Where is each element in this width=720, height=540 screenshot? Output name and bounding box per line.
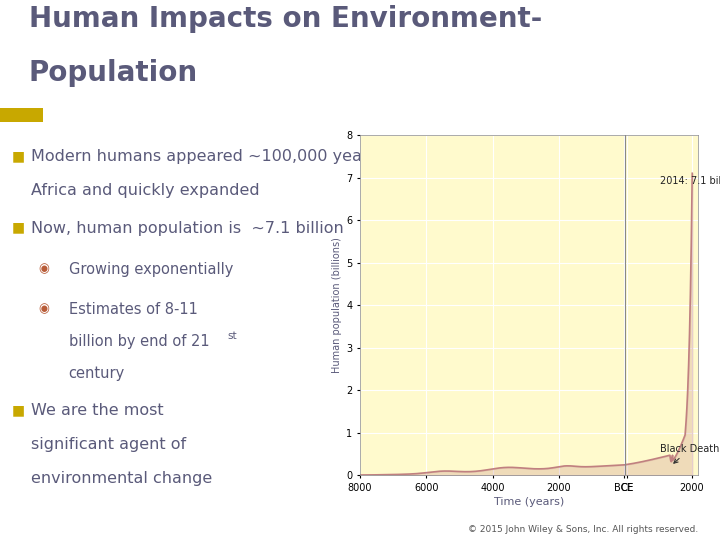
Text: Africa and quickly expanded: Africa and quickly expanded — [30, 183, 259, 198]
Text: Black Death: Black Death — [660, 444, 719, 463]
Text: environmental change: environmental change — [30, 471, 212, 486]
Text: ■: ■ — [12, 221, 24, 235]
Text: ◉: ◉ — [38, 262, 49, 275]
Text: © 2015 John Wiley & Sons, Inc. All rights reserved.: © 2015 John Wiley & Sons, Inc. All right… — [468, 524, 698, 534]
Text: Population: Population — [29, 59, 198, 87]
Bar — [0, 108, 43, 122]
Text: ◉: ◉ — [38, 302, 49, 315]
Text: significant agent of: significant agent of — [30, 437, 186, 452]
Text: billion by end of 21: billion by end of 21 — [68, 334, 210, 349]
Y-axis label: Human population (billions): Human population (billions) — [332, 237, 342, 373]
Text: Modern humans appeared ~100,000 years ago in: Modern humans appeared ~100,000 years ag… — [30, 149, 431, 164]
Text: ■: ■ — [12, 149, 24, 163]
Text: ■: ■ — [12, 403, 24, 417]
Text: Human Impacts on Environment-: Human Impacts on Environment- — [29, 5, 542, 33]
Text: Growing exponentially: Growing exponentially — [68, 262, 233, 278]
Text: Estimates of 8-11: Estimates of 8-11 — [68, 302, 197, 317]
X-axis label: Time (years): Time (years) — [494, 497, 564, 507]
Text: st: st — [227, 331, 237, 341]
Text: We are the most: We are the most — [30, 403, 163, 418]
Text: Now, human population is  ~7.1 billion: Now, human population is ~7.1 billion — [30, 221, 343, 236]
Text: 2014: 7.1 billion: 2014: 7.1 billion — [660, 176, 720, 186]
Text: century: century — [68, 366, 125, 381]
